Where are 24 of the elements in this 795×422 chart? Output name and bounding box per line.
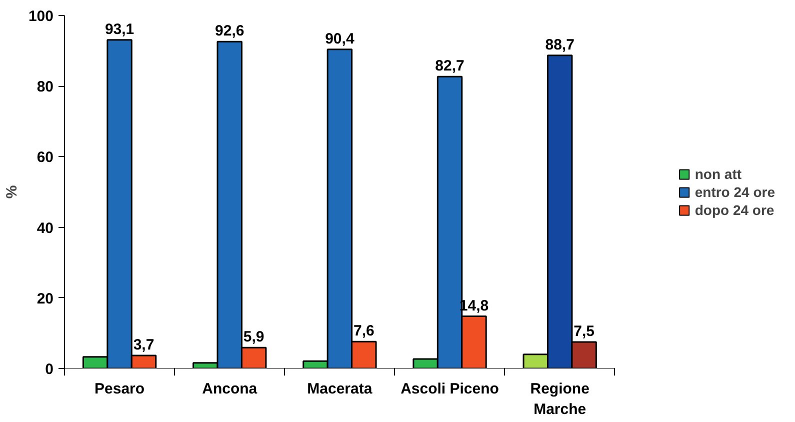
x-tick-label: Macerata: [307, 380, 373, 398]
data-label: 7,6: [353, 322, 374, 340]
y-axis-title: %: [3, 185, 20, 199]
y-tick-label: 40: [36, 220, 54, 237]
data-label: 90,4: [325, 30, 355, 48]
data-label: 82,7: [435, 58, 464, 75]
data-label: 5,9: [243, 328, 264, 346]
y-tick-label: 80: [36, 78, 54, 96]
x-tick-label: Ancona: [202, 380, 258, 398]
x-tick-label: Ascoli Piceno: [400, 380, 499, 398]
data-label: 3,7: [133, 336, 154, 354]
legend-label: dopo 24 ore: [694, 202, 774, 218]
y-tick-label: 100: [28, 8, 54, 25]
y-tick-label: 0: [45, 361, 54, 378]
x-tick-label: Regione Marche: [530, 380, 590, 418]
data-label: 88,7: [545, 36, 574, 54]
data-label: 92,6: [215, 22, 244, 40]
legend-label: entro 24 ore: [694, 184, 775, 200]
data-label: 93,1: [104, 20, 134, 38]
data-label: 7,5: [574, 323, 594, 340]
legend-label: non att: [694, 166, 742, 182]
x-tick-label: Pesaro: [94, 380, 145, 398]
y-tick-label: 20: [36, 290, 54, 308]
y-tick-label: 60: [36, 149, 54, 166]
